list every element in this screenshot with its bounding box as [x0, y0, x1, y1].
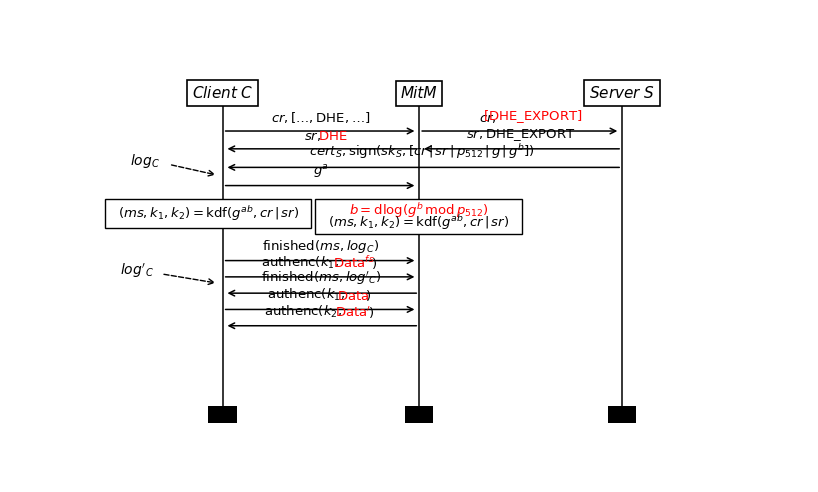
Bar: [608, 406, 636, 423]
Text: $\mathdefault{DHE}$: $\mathdefault{DHE}$: [318, 130, 348, 143]
Text: $sr, $: $sr, $: [303, 130, 321, 143]
Text: $[\mathdefault{DHE\_EXPORT}]$: $[\mathdefault{DHE\_EXPORT}]$: [483, 108, 582, 125]
Text: $\mathdefault{finished}(ms, log'_C)$: $\mathdefault{finished}(ms, log'_C)$: [261, 270, 381, 287]
Text: Server $S$: Server $S$: [589, 85, 655, 101]
Text: $b = \mathdefault{dlog}(g^b\, \mathdefault{mod}\, p_{512})$: $b = \mathdefault{dlog}(g^b\, \mathdefau…: [348, 201, 488, 220]
Text: $(ms, k_1, k_2) = \mathdefault{kdf}(g^{ab}, cr\, |\, sr)$: $(ms, k_1, k_2) = \mathdefault{kdf}(g^{a…: [328, 213, 510, 232]
Text: $\mathdefault{authenc}(k_2, $: $\mathdefault{authenc}(k_2, $: [264, 304, 342, 320]
Text: $\mathdefault{Data}^{fs}$: $\mathdefault{Data}^{fs}$: [333, 255, 374, 271]
Text: $\mathdefault{Data}$: $\mathdefault{Data}$: [337, 290, 370, 304]
Text: $cr, [\ldots, \mathdefault{DHE}, \ldots]$: $cr, [\ldots, \mathdefault{DHE}, \ldots]…: [272, 110, 371, 125]
Text: $)$: $)$: [365, 288, 371, 304]
Text: $\mathdefault{authenc}(k_1, $: $\mathdefault{authenc}(k_1, $: [262, 255, 339, 271]
Text: $log'_C$: $log'_C$: [120, 262, 154, 280]
Text: $cert_S, \mathdefault{sign}(sk_S, [cr\, |\, sr\, |\, p_{512}\, |\, g\, |\, g^b]): $cert_S, \mathdefault{sign}(sk_S, [cr\, …: [309, 142, 535, 161]
Text: Client $C$: Client $C$: [192, 85, 254, 101]
Text: $\mathdefault{Data}'$: $\mathdefault{Data}'$: [335, 305, 371, 320]
Text: $sr, \mathdefault{DHE\_EXPORT}$: $sr, \mathdefault{DHE\_EXPORT}$: [466, 127, 575, 143]
Text: $\mathdefault{finished}(ms, log_C)$: $\mathdefault{finished}(ms, log_C)$: [263, 238, 380, 254]
Text: $)$: $)$: [371, 256, 377, 271]
Bar: [405, 406, 434, 423]
Bar: [315, 199, 522, 234]
Text: $(ms, k_1, k_2) = \mathdefault{kdf}(g^{ab}, cr\, |\, sr)$: $(ms, k_1, k_2) = \mathdefault{kdf}(g^{a…: [118, 204, 299, 223]
Bar: [209, 406, 237, 423]
Text: $log_C$: $log_C$: [130, 153, 160, 170]
Text: MitM: MitM: [401, 86, 438, 101]
Bar: [106, 199, 312, 228]
Text: $\mathdefault{authenc}(k_1, $: $\mathdefault{authenc}(k_1, $: [267, 287, 345, 304]
Text: $cr, $: $cr, $: [479, 112, 497, 125]
Text: $)$: $)$: [368, 305, 374, 320]
Text: $g^a$: $g^a$: [313, 162, 329, 180]
